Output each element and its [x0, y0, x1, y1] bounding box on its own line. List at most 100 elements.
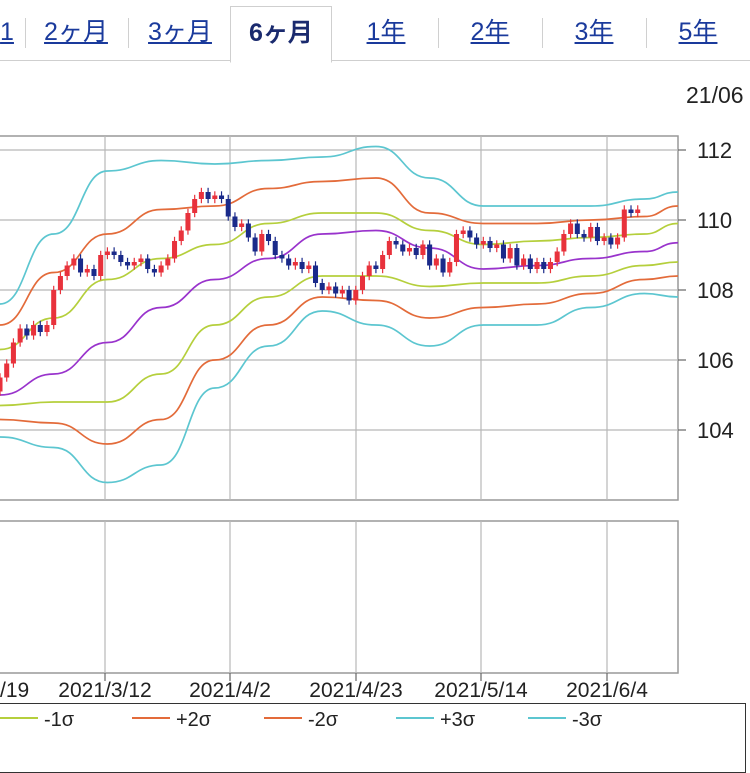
candle-body — [534, 262, 540, 269]
candle-body — [118, 255, 124, 262]
candle-body — [541, 262, 547, 269]
candle-body — [601, 237, 607, 241]
y-tick-label: 104 — [697, 418, 734, 443]
candle-body — [547, 262, 553, 269]
candle-body — [319, 283, 325, 290]
legend-label: +3σ — [440, 709, 476, 731]
tab-separator — [438, 18, 439, 48]
candle-body — [145, 258, 151, 269]
y-tick-label: 106 — [697, 348, 734, 373]
candle-body — [487, 241, 493, 248]
candle-body — [71, 258, 77, 266]
candle-body — [232, 216, 238, 227]
candle-body — [4, 363, 10, 378]
lower-panel — [0, 520, 679, 674]
candle-body — [239, 223, 245, 227]
candle-body — [17, 328, 23, 343]
candle-body — [447, 262, 453, 273]
candle-body — [131, 262, 137, 266]
tab-5-years[interactable]: 5年 — [678, 18, 718, 46]
candle-body — [353, 290, 359, 301]
band-lines — [0, 145, 679, 484]
candle-body — [31, 325, 37, 336]
candle-body — [225, 199, 231, 217]
legend: -1σ +2σ -2σ +3σ -3σ — [0, 709, 603, 731]
x-tick-label: 2021/4/2 — [189, 679, 271, 702]
legend-frame — [0, 703, 746, 773]
tab-2-months[interactable]: 2ヶ月 — [44, 18, 108, 46]
candle-body — [138, 258, 144, 262]
candle-body — [286, 258, 292, 266]
candle-body — [0, 377, 3, 392]
tab-6-months[interactable]: 6ヶ月 — [230, 6, 332, 63]
x-tick-label: /19 — [0, 679, 29, 702]
candle-body — [91, 269, 97, 276]
candle-body — [433, 258, 439, 266]
x-tick-label: 2021/4/23 — [309, 679, 402, 702]
tab-3-months[interactable]: 3ヶ月 — [148, 18, 212, 46]
lower-x-gridlines — [104, 521, 608, 673]
candle-body — [219, 195, 225, 199]
candle-body — [594, 227, 600, 241]
candle-body — [440, 258, 446, 273]
candles — [0, 187, 641, 396]
candle-body — [359, 276, 366, 290]
price-panel — [0, 135, 679, 501]
candle-body — [172, 241, 178, 259]
candle-body — [628, 209, 634, 213]
candle-body — [507, 248, 513, 259]
candle-body — [259, 234, 265, 252]
candle-body — [245, 223, 251, 238]
candle-body — [265, 234, 272, 241]
candle-body — [198, 192, 204, 199]
candle-body — [84, 269, 90, 273]
tab-1-year[interactable]: 1年 — [366, 18, 406, 46]
candle-body — [51, 290, 57, 325]
y-axis-labels: 112 110 108 106 104 — [678, 138, 734, 443]
candle-body — [521, 258, 527, 266]
tab-separator — [542, 18, 543, 48]
legend-label: -2σ — [308, 709, 339, 731]
candle-body — [98, 255, 104, 276]
y-tick-label: 110 — [697, 208, 732, 233]
price-panel-frame — [0, 135, 679, 501]
candle-body — [178, 230, 184, 241]
candle-body — [111, 251, 117, 255]
legend-label: -1σ — [44, 709, 75, 731]
candle-body — [393, 241, 399, 245]
tab-2-years[interactable]: 2年 — [470, 18, 510, 46]
candle-body — [554, 251, 560, 262]
candle-body — [588, 227, 594, 238]
candle-body — [366, 265, 372, 276]
candle-body — [57, 276, 63, 290]
lower-panel-frame — [0, 520, 679, 674]
header-date: 21/06 — [686, 82, 744, 108]
candle-body — [568, 223, 574, 234]
candle-body — [406, 248, 413, 252]
candle-body — [339, 290, 345, 294]
candle-body — [373, 265, 379, 269]
band-line-ma — [0, 229, 679, 396]
tab-3-years[interactable]: 3年 — [574, 18, 614, 46]
candle-body — [192, 199, 198, 213]
candle-body — [413, 248, 419, 255]
candle-body — [574, 223, 580, 234]
x-tick-label: 2021/6/4 — [566, 679, 648, 702]
y-tick-label: 108 — [697, 278, 734, 303]
candle-body — [635, 209, 641, 213]
candle-body — [527, 258, 533, 269]
candle-body — [380, 255, 386, 269]
candle-body — [292, 262, 298, 266]
candle-body — [185, 213, 191, 231]
candle-body — [312, 265, 319, 283]
candle-body — [64, 265, 70, 276]
candle-body — [24, 328, 30, 336]
tab-separator — [25, 18, 26, 48]
candle-body — [165, 258, 171, 266]
x-tick-label: 2021/3/12 — [58, 679, 151, 702]
candle-body — [299, 262, 305, 269]
candle-body — [326, 286, 332, 290]
legend-label: -3σ — [572, 709, 603, 731]
tab-1-month[interactable]: 1 — [0, 18, 14, 46]
legend-label: +2σ — [176, 709, 212, 731]
